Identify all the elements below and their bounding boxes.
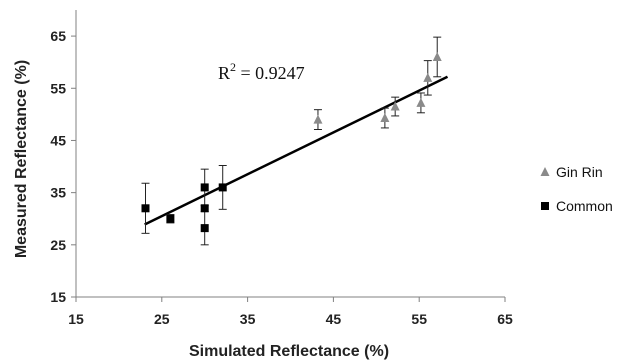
trendline-line (144, 75, 449, 226)
r2-value: = 0.9247 (236, 63, 305, 83)
point-common (218, 183, 227, 192)
data-points (141, 51, 442, 233)
trendline (144, 75, 449, 226)
point-gin-rin (416, 97, 426, 107)
point-gin-rin (380, 113, 390, 123)
x-tick-label: 25 (154, 311, 170, 327)
x-tick-label: 35 (240, 311, 256, 327)
point-gin-rin (390, 101, 400, 111)
r-squared-annotation: R2 = 0.9247 (218, 60, 305, 83)
tick-labels: 15 25 35 45 55 65 15 25 35 45 55 65 (50, 28, 513, 327)
legend-marker-square-icon (541, 202, 549, 210)
point-common (200, 183, 209, 192)
x-tick-label: 45 (326, 311, 342, 327)
legend-label: Common (556, 198, 613, 214)
y-tick-label: 55 (50, 80, 66, 96)
y-tick-label: 25 (50, 237, 66, 253)
point-common (141, 204, 150, 213)
r2-prefix: R (218, 63, 230, 83)
point-gin-rin (432, 51, 442, 61)
x-tick-label: 65 (497, 311, 513, 327)
legend: Gin Rin Common (540, 164, 613, 214)
legend-label: Gin Rin (556, 164, 603, 180)
x-axis-title: Simulated Reflectance (%) (189, 343, 389, 360)
axes (75, 10, 505, 298)
y-tick-label: 35 (50, 185, 66, 201)
point-common (200, 224, 209, 233)
point-common (166, 214, 175, 223)
y-tick-label: 45 (50, 132, 66, 148)
y-tick-label: 65 (50, 28, 66, 44)
y-axis-title: Measured Reflectance (%) (13, 60, 30, 258)
legend-marker-triangle-icon (540, 167, 550, 176)
point-gin-rin (313, 114, 323, 124)
x-tick-label: 15 (68, 311, 84, 327)
y-tick-label: 15 (50, 289, 66, 305)
r2-exponent: 2 (230, 60, 236, 74)
point-gin-rin (423, 72, 433, 82)
point-common (200, 204, 209, 213)
x-tick-label: 55 (411, 311, 427, 327)
